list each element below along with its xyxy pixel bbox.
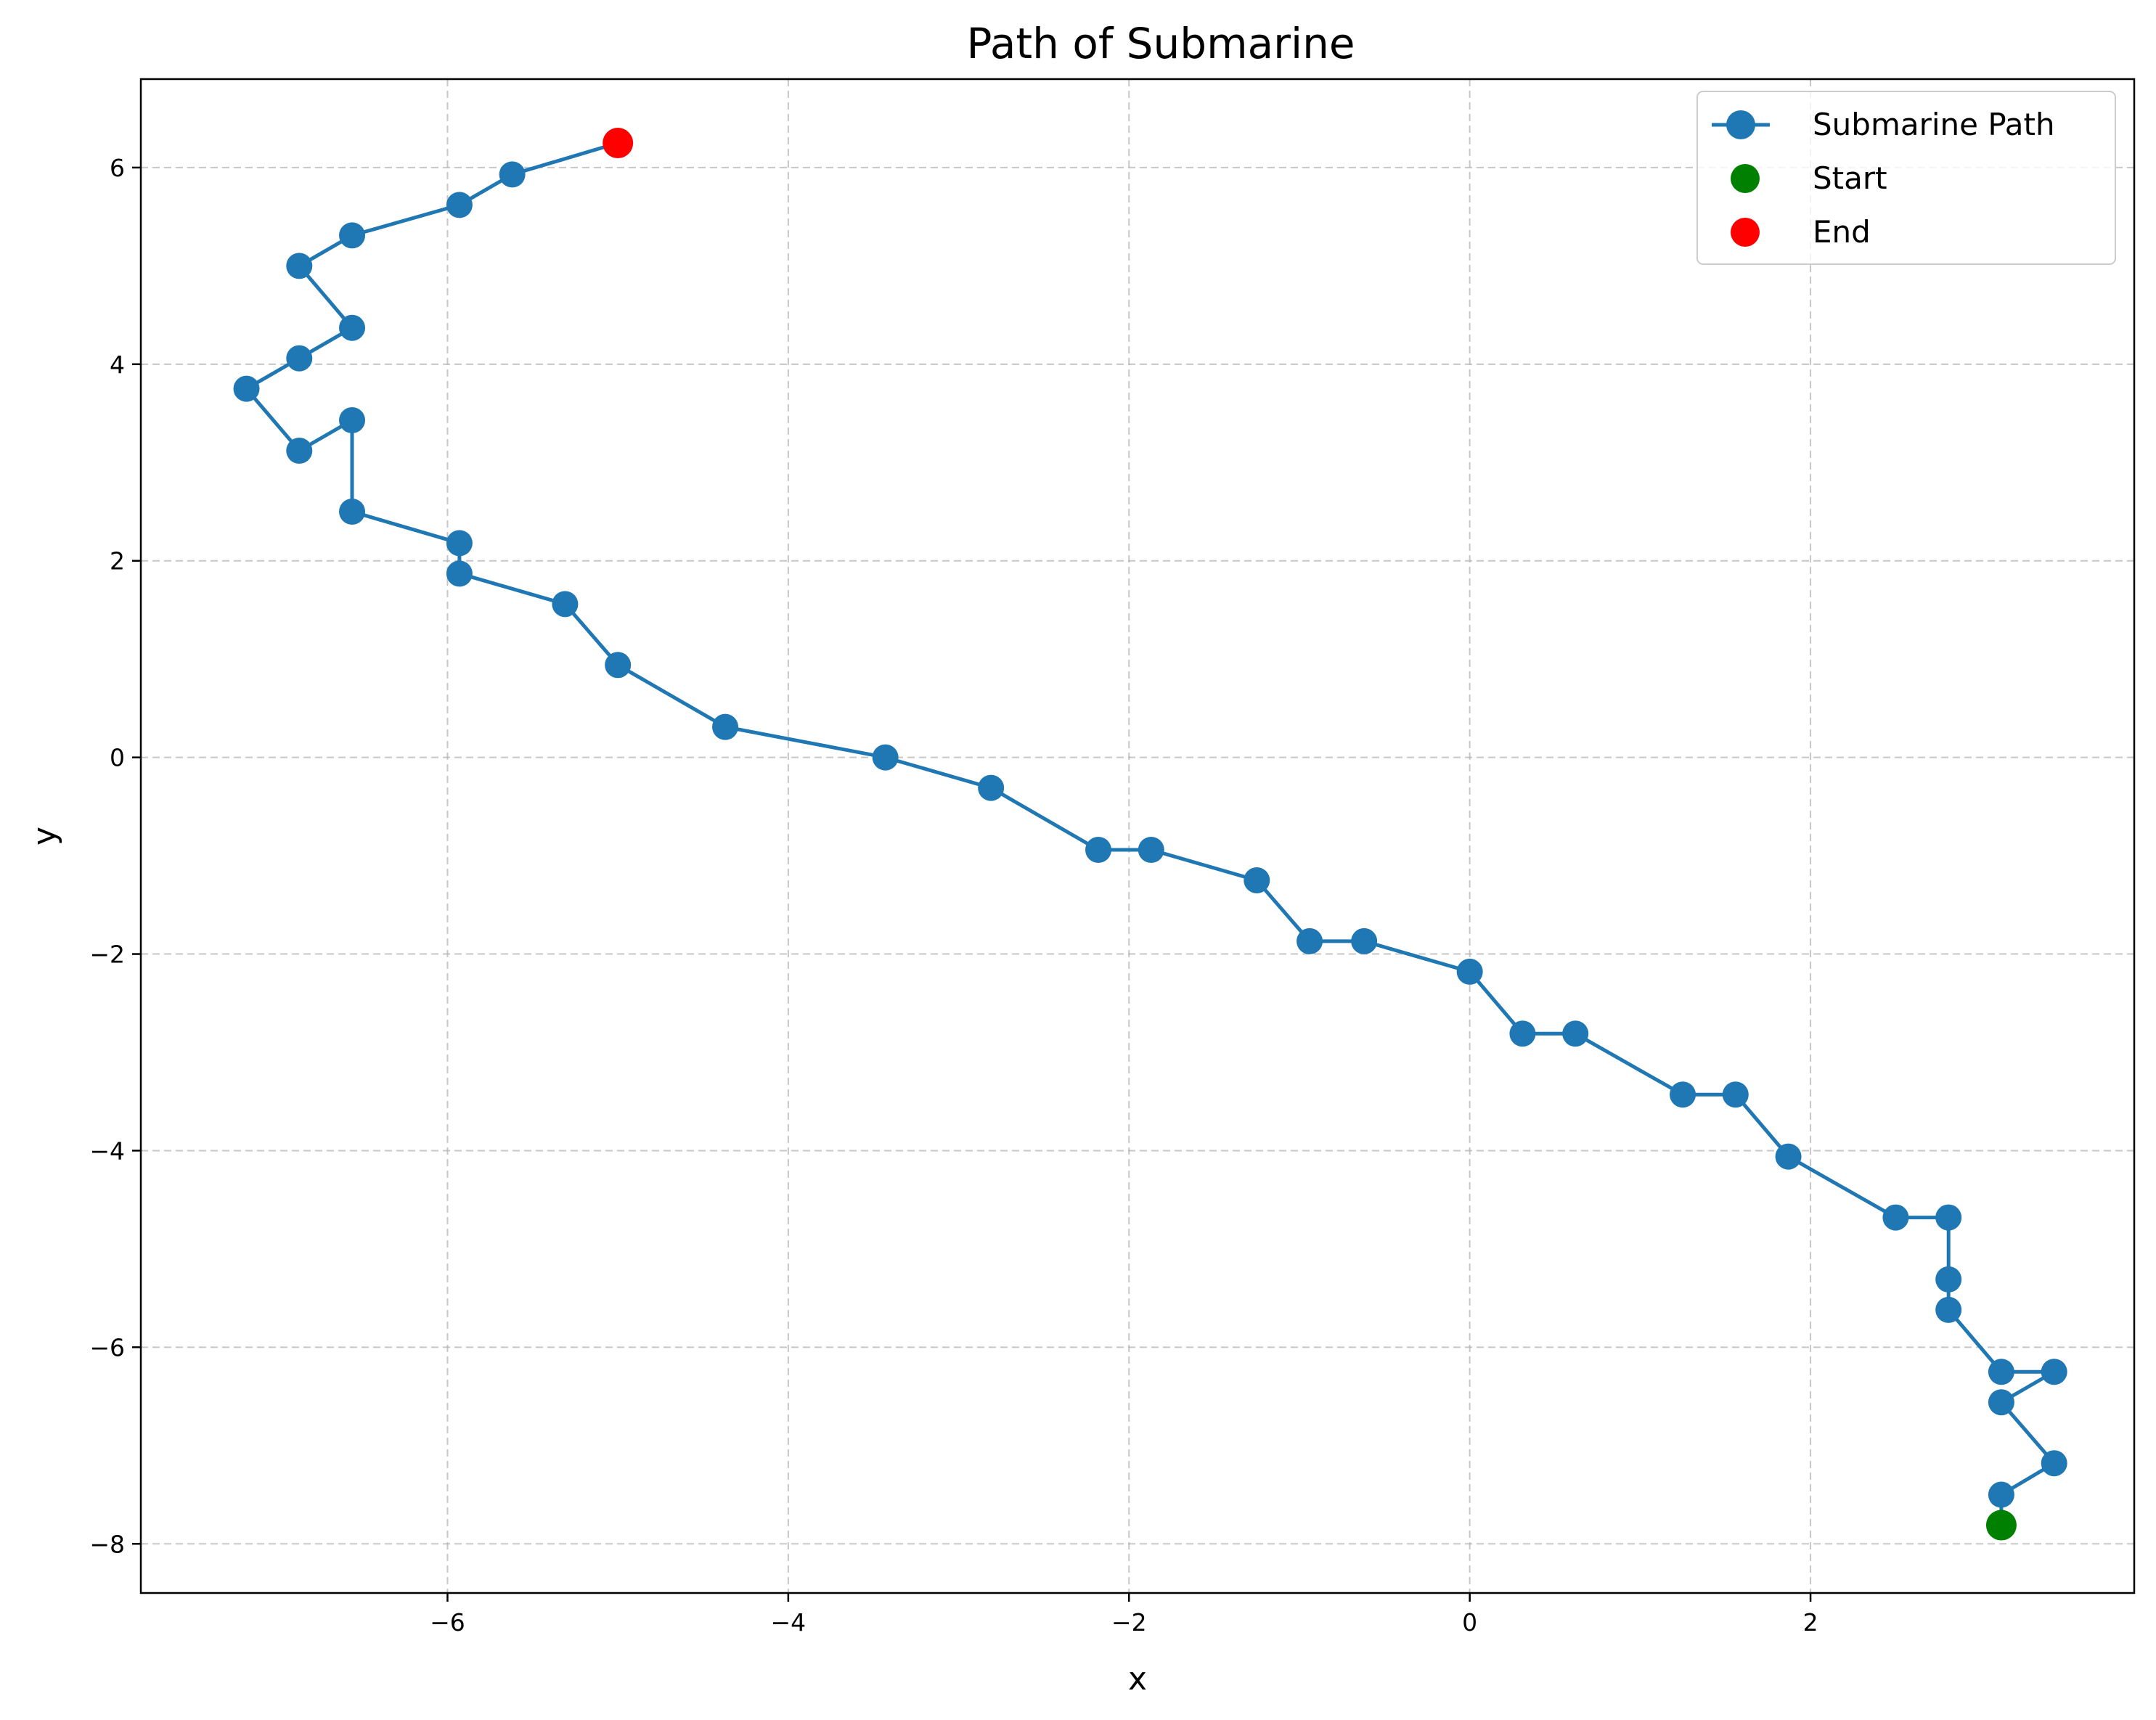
start-point xyxy=(1985,1510,2017,1541)
y-tick-label: −8 xyxy=(89,1530,125,1558)
submarine-path-point xyxy=(1935,1204,1962,1231)
submarine-path-point xyxy=(286,345,313,372)
legend-path-marker xyxy=(1726,110,1755,139)
legend-start-marker xyxy=(1731,164,1760,193)
legend-label-start: Start xyxy=(1813,160,1887,196)
end-point xyxy=(603,128,634,159)
y-tick-label: 6 xyxy=(110,154,125,182)
y-tick-label: −4 xyxy=(89,1137,125,1165)
submarine-path-point xyxy=(1138,836,1164,863)
legend-box xyxy=(1696,91,2116,265)
plot-frame xyxy=(139,78,2136,1594)
submarine-path-point xyxy=(1509,1020,1536,1047)
submarine-path-point xyxy=(2041,1359,2067,1385)
submarine-path-point xyxy=(1562,1020,1589,1047)
submarine-path-point xyxy=(1882,1204,1909,1231)
submarine-path-point xyxy=(978,774,1005,801)
submarine-path-point xyxy=(872,744,899,771)
submarine-path-point xyxy=(1670,1081,1696,1108)
submarine-path-point xyxy=(446,560,473,587)
submarine-path-point xyxy=(499,161,526,188)
legend-label-end: End xyxy=(1813,214,1871,250)
axis-ticks: −6 −4 −2 0 2 −8 −6 −4 −2 0 2 4 6 xyxy=(89,154,1818,1637)
y-tick-label: 4 xyxy=(110,351,125,379)
submarine-path-point xyxy=(1085,836,1112,863)
legend: Submarine Path Start End xyxy=(1696,91,2116,265)
submarine-path-point xyxy=(233,375,260,402)
submarine-path-point xyxy=(339,407,366,434)
y-tick-label: 0 xyxy=(110,744,125,772)
x-tick-label: 0 xyxy=(1462,1608,1477,1637)
submarine-path-point xyxy=(1935,1296,1962,1323)
legend-end-marker xyxy=(1731,218,1760,247)
x-tick-label: −2 xyxy=(1111,1608,1147,1637)
submarine-path-point xyxy=(339,222,366,249)
submarine-path-point xyxy=(1722,1081,1749,1108)
x-axis-label: x xyxy=(1128,1660,1147,1698)
submarine-path-point xyxy=(1775,1143,1802,1170)
y-tick-label: −6 xyxy=(89,1333,125,1361)
y-tick-label: −2 xyxy=(89,941,125,969)
submarine-path-point xyxy=(446,530,473,557)
submarine-path-point xyxy=(605,652,632,679)
submarine-path-point xyxy=(1988,1359,2014,1385)
submarine-path-point xyxy=(1988,1389,2014,1416)
submarine-path-point xyxy=(1988,1481,2014,1508)
submarine-path-point xyxy=(552,591,579,618)
legend-label-submarine-path: Submarine Path xyxy=(1813,107,2055,142)
submarine-path-point xyxy=(339,499,366,525)
submarine-path-point xyxy=(286,438,313,464)
y-axis-label: y xyxy=(26,827,63,845)
submarine-path-point xyxy=(446,192,473,218)
submarine-path-point xyxy=(1456,958,1483,985)
submarine-path-point xyxy=(286,253,313,279)
submarine-path-point xyxy=(1935,1266,1962,1293)
submarine-path-point xyxy=(712,713,739,740)
x-tick-label: −4 xyxy=(771,1608,807,1637)
submarine-path-point xyxy=(2041,1450,2067,1477)
y-tick-label: 2 xyxy=(110,547,125,576)
submarine-path-point xyxy=(1351,927,1378,954)
submarine-path-point xyxy=(339,314,366,341)
submarine-path-point xyxy=(1297,927,1323,954)
plot-area xyxy=(233,128,2067,1541)
submarine-path-point xyxy=(1244,867,1270,893)
x-tick-label: 2 xyxy=(1803,1608,1818,1637)
chart-title: Path of Submarine xyxy=(966,19,1355,68)
x-tick-label: −6 xyxy=(430,1608,465,1637)
